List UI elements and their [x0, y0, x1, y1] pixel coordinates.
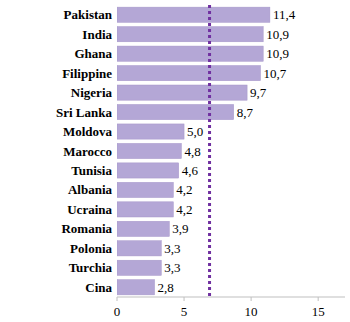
bars — [117, 5, 270, 297]
bar — [117, 241, 161, 256]
chart: Pakistan 11,4 India 10,9 Ghana 10,9 Filippine 1… — [0, 0, 350, 322]
category-label: Romania — [61, 221, 112, 236]
labels: Pakistan 11,4 India 10,9 Ghana 10,9 Filippine 1… — [56, 7, 296, 295]
category-label: India — [82, 27, 112, 42]
data-label: 4,2 — [176, 202, 192, 217]
bar — [117, 104, 234, 119]
bar — [117, 27, 263, 42]
bar — [117, 260, 161, 275]
category-label: Marocco — [63, 144, 112, 159]
bar — [117, 66, 261, 81]
bar — [117, 124, 184, 139]
bar — [117, 280, 155, 295]
category-label: Cina — [85, 280, 112, 295]
category-label: Nigeria — [71, 85, 113, 100]
x-tick — [251, 297, 252, 301]
bar — [117, 85, 247, 100]
category-label: Tunisia — [71, 163, 112, 178]
x-axis — [117, 297, 345, 298]
bar — [117, 182, 173, 197]
category-label: Ghana — [74, 46, 112, 61]
x-tick-label: 10 — [245, 304, 258, 319]
category-label: Albania — [68, 182, 113, 197]
data-label: 10,7 — [264, 66, 287, 81]
bar — [117, 7, 270, 22]
category-label: Ucraina — [67, 202, 112, 217]
category-label: Sri Lanka — [56, 105, 112, 120]
data-label: 2,8 — [158, 280, 174, 295]
bar — [117, 202, 173, 217]
data-label: 4,2 — [176, 182, 192, 197]
data-label: 11,4 — [273, 7, 296, 22]
x-tick — [318, 297, 319, 301]
category-label: Polonia — [70, 241, 112, 256]
bar — [117, 46, 263, 61]
reference-line — [208, 5, 211, 297]
data-label: 3,9 — [172, 221, 188, 236]
data-label: 9,7 — [250, 85, 267, 100]
data-label: 3,3 — [164, 260, 180, 275]
x-tick-label: 15 — [312, 304, 325, 319]
category-label: Pakistan — [64, 7, 113, 22]
data-label: 10,9 — [266, 27, 289, 42]
category-label: Moldova — [63, 124, 113, 139]
data-label: 8,7 — [237, 105, 254, 120]
data-label: 3,3 — [164, 241, 180, 256]
x-tick-label: 0 — [114, 304, 121, 319]
data-label: 4,8 — [184, 144, 200, 159]
category-label: Filippine — [62, 66, 112, 81]
x-tick-label: 5 — [181, 304, 188, 319]
data-label: 10,9 — [266, 46, 289, 61]
category-label: Turchia — [69, 260, 113, 275]
x-tick — [184, 297, 185, 301]
data-label: 5,0 — [187, 124, 203, 139]
bar — [117, 163, 179, 178]
bar — [117, 143, 181, 158]
data-label: 4,6 — [182, 163, 199, 178]
bar — [117, 221, 169, 236]
x-tick — [117, 297, 118, 301]
